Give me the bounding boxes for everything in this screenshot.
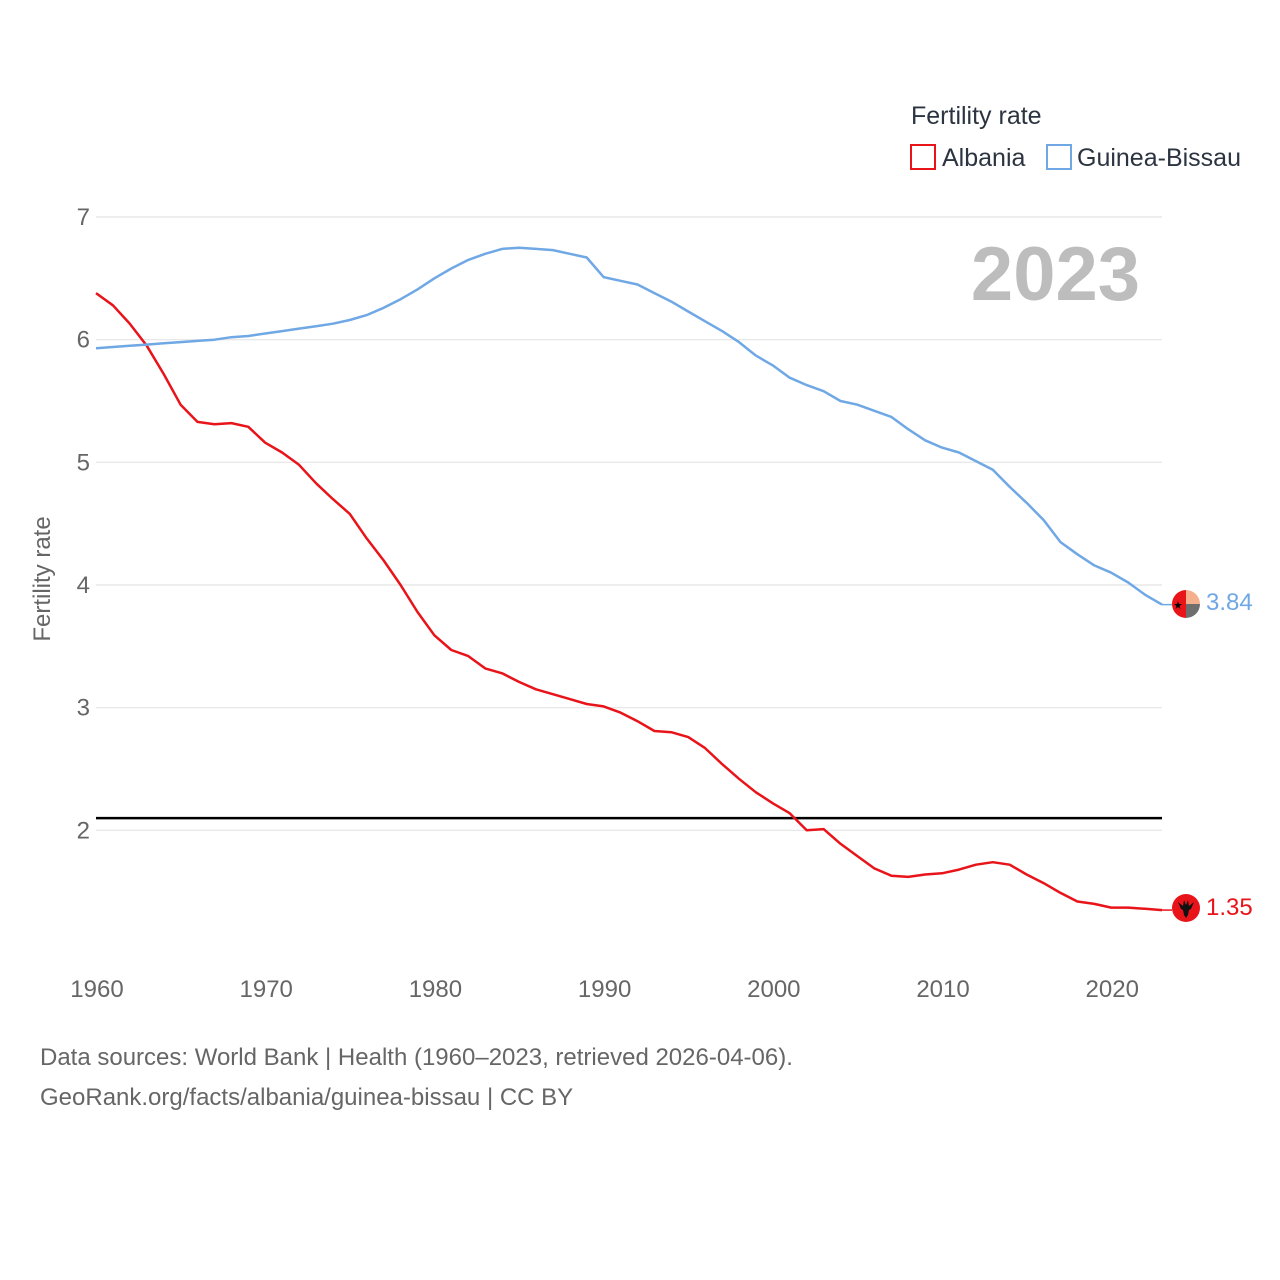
series-line-guinea-bissau: [95, 246, 1163, 606]
legend-swatch-albania: [910, 144, 936, 170]
y-tick-label: 7: [77, 204, 90, 231]
x-tick-label: 2020: [1086, 976, 1139, 1003]
footer-sources: Data sources: World Bank | Health (1960–…: [40, 1044, 793, 1071]
y-tick-label: 4: [77, 572, 90, 599]
x-tick-label: 1980: [409, 976, 462, 1003]
y-tick-label: 6: [77, 327, 90, 354]
x-axis: 1960 1970 1980 1990 2000 2010 2020: [70, 976, 1139, 1003]
x-tick-label: 1960: [70, 976, 123, 1003]
y-tick-label: 5: [77, 449, 90, 476]
y-tick-label: 2: [77, 817, 90, 844]
x-tick-label: 1990: [578, 976, 631, 1003]
legend-title: Fertility rate: [911, 102, 1042, 130]
footer-link: GeoRank.org/facts/albania/guinea-bissau …: [40, 1084, 574, 1111]
legend-label-albania: Albania: [942, 144, 1025, 172]
guinea-bissau-end-value: 3.84: [1206, 589, 1253, 616]
y-axis-title: Fertility rate: [29, 516, 56, 641]
gridlines: [96, 216, 1162, 831]
y-axis: 2 3 4 5 6 7: [77, 204, 90, 844]
x-tick-label: 2000: [747, 976, 800, 1003]
legend: Fertility rate Albania Guinea-Bissau: [910, 102, 1241, 172]
series-lines: [95, 246, 1172, 912]
albania-flag-icon: [1172, 894, 1200, 922]
series-line-albania: [95, 292, 1163, 912]
guinea-bissau-flag-icon: [1172, 590, 1200, 618]
albania-end-value: 1.35: [1206, 894, 1253, 921]
x-tick-label: 2010: [916, 976, 969, 1003]
legend-label-guinea-bissau: Guinea-Bissau: [1077, 144, 1241, 172]
y-tick-label: 3: [77, 695, 90, 722]
x-tick-label: 1970: [240, 976, 293, 1003]
legend-swatch-guinea-bissau: [1046, 144, 1072, 170]
year-label: 2023: [971, 232, 1140, 317]
